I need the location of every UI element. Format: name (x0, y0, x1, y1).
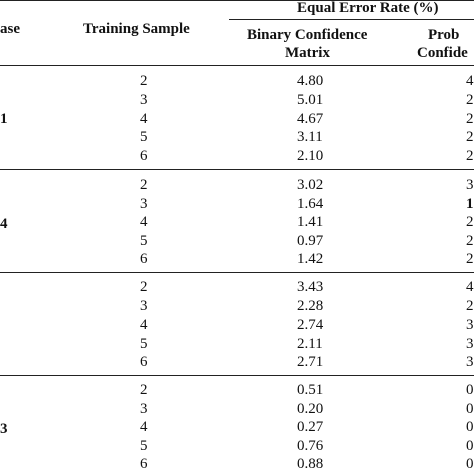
training-sample-cell: 5 (140, 129, 148, 145)
binary-eer-cell: 0.20 (297, 401, 324, 417)
binary-eer-cell: 0.27 (297, 419, 324, 435)
binary-eer-cell: 3.43 (297, 279, 324, 295)
binary-eer-cell: 1.64 (297, 196, 324, 212)
training-sample-cell: 6 (140, 456, 148, 472)
group-divider (0, 169, 474, 170)
col-header-prob-line2: Confide (417, 45, 468, 61)
prob-eer-cell: 2 (466, 233, 474, 249)
training-sample-cell: 4 (140, 419, 148, 435)
header-bottom-rule (0, 65, 474, 66)
binary-eer-cell: 3.11 (297, 129, 323, 145)
col-header-training-sample: Training Sample (83, 21, 190, 37)
binary-eer-cell: 1.41 (297, 214, 324, 230)
prob-eer-cell: 3 (466, 317, 474, 333)
binary-eer-cell: 4.80 (297, 73, 324, 89)
prob-eer-cell: 2 (466, 148, 474, 164)
group-divider (0, 272, 474, 273)
training-sample-cell: 2 (140, 73, 148, 89)
binary-eer-cell: 5.01 (297, 92, 324, 108)
training-sample-cell: 3 (140, 92, 148, 108)
training-sample-cell: 2 (140, 177, 148, 193)
training-sample-cell: 3 (140, 401, 148, 417)
training-sample-cell: 5 (140, 438, 148, 454)
binary-eer-cell: 2.10 (297, 148, 324, 164)
training-sample-cell: 3 (140, 298, 148, 314)
binary-eer-cell: 1.42 (297, 251, 324, 267)
binary-eer-cell: 3.02 (297, 177, 324, 193)
prob-eer-cell: 4 (466, 73, 474, 89)
prob-eer-cell: 2 (466, 92, 474, 108)
binary-eer-cell: 4.67 (297, 111, 324, 127)
col-header-binary-line2: Matrix (285, 45, 330, 61)
group-title-equal-error-rate: Equal Error Rate (%) (297, 0, 439, 16)
binary-eer-cell: 0.51 (297, 382, 324, 398)
group-label: 4 (0, 216, 8, 232)
training-sample-cell: 3 (140, 196, 148, 212)
prob-eer-cell: 2 (466, 111, 474, 127)
prob-eer-cell: 0 (466, 419, 474, 435)
prob-eer-cell: 3 (466, 336, 474, 352)
training-sample-cell: 2 (140, 382, 148, 398)
top-rule (0, 0, 474, 1)
col-header-database: ase (0, 21, 20, 37)
prob-eer-cell: 1 (466, 196, 474, 212)
training-sample-cell: 6 (140, 148, 148, 164)
col-header-prob-line1: Prob (428, 27, 460, 43)
training-sample-cell: 4 (140, 317, 148, 333)
prob-eer-cell: 3 (466, 354, 474, 370)
prob-eer-cell: 0 (466, 438, 474, 454)
training-sample-cell: 2 (140, 279, 148, 295)
training-sample-cell: 6 (140, 354, 148, 370)
group-label: 1 (0, 111, 8, 127)
binary-eer-cell: 0.76 (297, 438, 324, 454)
group-label: 3 (0, 421, 8, 437)
training-sample-cell: 4 (140, 111, 148, 127)
binary-eer-cell: 2.28 (297, 298, 324, 314)
group-title-underline (229, 19, 474, 20)
prob-eer-cell: 4 (466, 279, 474, 295)
binary-eer-cell: 0.97 (297, 233, 324, 249)
prob-eer-cell: 0 (466, 456, 474, 472)
training-sample-cell: 5 (140, 336, 148, 352)
prob-eer-cell: 2 (466, 251, 474, 267)
binary-eer-cell: 2.71 (297, 354, 324, 370)
prob-eer-cell: 2 (466, 214, 474, 230)
binary-eer-cell: 2.74 (297, 317, 324, 333)
col-header-binary-line1: Binary Confidence (247, 27, 368, 43)
training-sample-cell: 6 (140, 251, 148, 267)
training-sample-cell: 4 (140, 214, 148, 230)
prob-eer-cell: 3 (466, 177, 474, 193)
prob-eer-cell: 0 (466, 401, 474, 417)
binary-eer-cell: 0.88 (297, 456, 324, 472)
training-sample-cell: 5 (140, 233, 148, 249)
prob-eer-cell: 0 (466, 382, 474, 398)
group-divider (0, 375, 474, 376)
prob-eer-cell: 2 (466, 129, 474, 145)
binary-eer-cell: 2.11 (297, 336, 323, 352)
prob-eer-cell: 2 (466, 298, 474, 314)
